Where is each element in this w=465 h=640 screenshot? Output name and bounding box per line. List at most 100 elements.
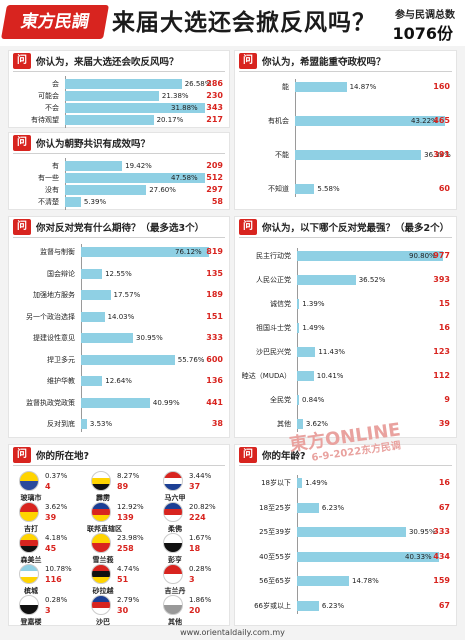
bar	[297, 275, 356, 285]
state-name: 沙巴	[96, 618, 110, 626]
question-panel-q2: 问你认为朝野共识有成效吗？ 有 19.42% 209 有一些 47.58% 512 没有 27.…	[8, 132, 230, 210]
count-label: 123	[433, 347, 450, 356]
category-label: 有机会	[235, 115, 289, 127]
count-label: 15	[438, 299, 450, 308]
state-cell: 马六甲 3.44% 37	[159, 471, 231, 505]
count-label: 465	[433, 116, 450, 125]
count-label: 217	[206, 115, 223, 124]
state-name: 登嘉楼	[20, 618, 42, 626]
data-label: 3.62%	[305, 420, 329, 428]
category-label: 提建设性意见	[9, 332, 75, 344]
category-label: 沙巴民兴党	[235, 346, 291, 358]
header: 東方民調 来届大选还会掀反风吗？ 参与民调总数 1076份	[0, 0, 465, 46]
data-label: 90.80%	[409, 252, 436, 260]
state-percent: 4.18%	[45, 534, 68, 542]
category-label-text: 有待观望	[31, 116, 59, 124]
count-label: 512	[206, 173, 223, 182]
state-cell: 森美兰 4.18% 45	[15, 533, 87, 567]
category-label: 66岁或以上	[235, 600, 291, 612]
category-label: 监督执政党政策	[9, 397, 75, 409]
question-panel-q3: 问你认为，希盟能重夺政权吗？ 能 14.87% 160 有机会 43.22% 465 不能 36…	[234, 50, 457, 210]
header-divider	[13, 237, 225, 238]
bar	[65, 115, 154, 125]
count-label: 9	[444, 395, 450, 404]
count-label: 67	[438, 502, 450, 512]
state-count: 3	[189, 575, 195, 584]
count-label: 159	[433, 576, 450, 585]
category-label: 25至39岁	[235, 526, 291, 538]
question-badge: 问	[239, 53, 257, 69]
state-percent: 3.62%	[45, 503, 68, 511]
count-label: 136	[206, 376, 223, 385]
state-cell: 沙巴 2.79% 30	[87, 595, 159, 629]
category-label-text: 可能会	[38, 92, 59, 100]
state-percent: 1.86%	[189, 596, 212, 604]
category-label: 40至55岁	[235, 551, 291, 563]
question-header: 问你认为，希盟能重夺政权吗？	[235, 51, 456, 71]
page-title: 来届大选还会掀反风吗？	[112, 10, 376, 36]
bar-axis	[65, 158, 66, 210]
bar	[65, 79, 182, 89]
header-divider	[239, 71, 452, 72]
state-percent: 3.44%	[189, 472, 212, 480]
data-label: 76.12%	[175, 248, 202, 256]
category-label: 不能	[235, 149, 289, 161]
count-label: 67	[438, 600, 450, 610]
brand-logo: 東方民調	[1, 5, 109, 39]
data-label: 30.95%	[408, 528, 436, 536]
bar	[297, 502, 319, 513]
category-label: 有	[9, 160, 59, 172]
data-label: 11.43%	[318, 348, 346, 356]
state-count: 39	[45, 513, 57, 522]
data-label: 55.76%	[177, 355, 205, 364]
state-count: 37	[189, 482, 201, 491]
category-label-text: 18岁以下	[261, 479, 291, 487]
category-label-text: 其他	[277, 420, 291, 428]
bar	[297, 299, 300, 309]
count-label: 393	[433, 275, 450, 284]
bar	[65, 161, 123, 171]
bar	[297, 527, 406, 537]
count-label: 135	[206, 268, 223, 278]
bar	[81, 333, 134, 343]
category-label-text: 监督执政党政策	[26, 398, 75, 407]
bar	[81, 290, 111, 300]
category-label: 没有	[9, 184, 59, 196]
question-header: 问你认为，以下哪个反对党最强？（最多2个）	[235, 217, 456, 237]
question-badge: 问	[239, 447, 257, 463]
bar	[65, 197, 81, 207]
bar	[297, 478, 303, 488]
data-label: 5.39%	[83, 198, 107, 206]
bar	[65, 185, 147, 195]
question-title: 你认为，以下哪个反对党最强？（最多2个）	[262, 223, 450, 234]
category-label: 人民公正党	[235, 274, 291, 286]
state-cell: 其他 1.86% 20	[159, 595, 231, 629]
flag-icon	[19, 564, 39, 584]
state-cell: 柔佛 20.82% 224	[159, 502, 231, 536]
question-title: 你的所在地?	[36, 451, 90, 462]
data-label: 20.17%	[156, 116, 184, 124]
state-cell: 雪兰莪 23.98% 258	[87, 533, 159, 567]
category-label: 睦达（MUDA）	[235, 370, 291, 382]
count-label: 819	[206, 247, 223, 256]
data-label: 12.55%	[105, 269, 132, 278]
bar	[81, 311, 105, 322]
category-label: 可能会	[9, 90, 59, 102]
category-label-text: 维护华教	[47, 377, 75, 385]
category-label-text: 人民公正党	[256, 276, 291, 284]
category-label-text: 祖国斗士党	[256, 324, 291, 332]
category-label-text: 40至55岁	[259, 552, 291, 561]
data-label: 21.38%	[161, 92, 189, 100]
bar	[295, 82, 347, 92]
category-label-text: 全民党	[270, 396, 291, 404]
footer-url: www.orientaldaily.com.my	[180, 628, 285, 637]
category-label-text: 不知道	[268, 185, 289, 193]
state-name: 雪兰莪	[92, 556, 114, 564]
state-name: 槟城	[24, 587, 38, 595]
bar	[81, 419, 87, 429]
data-label: 17.57%	[113, 291, 141, 299]
bar	[297, 323, 300, 333]
data-label: 14.87%	[349, 83, 377, 91]
bar	[81, 397, 150, 408]
category-label: 祖国斗士党	[235, 322, 291, 334]
